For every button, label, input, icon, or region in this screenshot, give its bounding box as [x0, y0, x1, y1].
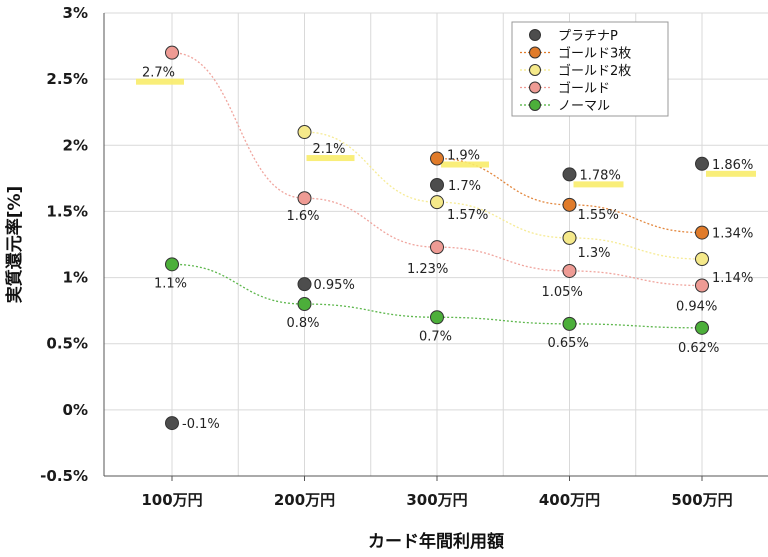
data-point: [165, 45, 179, 60]
data-label: 1.78%: [580, 168, 621, 183]
data-label: 1.7%: [448, 179, 481, 194]
data-point: [297, 125, 312, 140]
y-tick-label: -0.5%: [40, 467, 88, 485]
data-point: [695, 320, 709, 335]
data-labels: -0.1% 0.95% 1.7% 1.78% 1.86% 1.9% 1.55% 1.34% 2.…: [142, 66, 753, 432]
legend-label: プラチナP: [558, 29, 618, 44]
data-point: [695, 156, 709, 171]
legend-label: ゴールド3枚: [558, 46, 631, 62]
data-label: 1.1%: [154, 276, 187, 291]
data-label: 0.65%: [548, 336, 589, 351]
legend-marker: [529, 81, 541, 94]
data-label: 1.05%: [542, 285, 583, 300]
label-highlight: [706, 170, 756, 177]
data-label: 1.9%: [447, 149, 480, 164]
data-point: [562, 263, 577, 278]
data-point: [562, 167, 577, 182]
data-point: [695, 252, 709, 267]
data-point: [562, 230, 577, 245]
data-point: [165, 257, 179, 272]
data-label: 0.7%: [419, 329, 452, 344]
legend-marker: [529, 64, 541, 76]
data-point: [695, 225, 709, 240]
y-tick-label: 1.5%: [46, 202, 88, 220]
data-label: 0.8%: [287, 316, 320, 331]
data-point: [297, 277, 312, 292]
legend-marker: [529, 29, 541, 41]
y-tick-label: 1%: [63, 269, 88, 287]
label-highlight: [441, 161, 489, 168]
y-ticks: -0.5% 0% 0.5% 1% 1.5% 2% 2.5% 3%: [40, 4, 88, 485]
y-tick-label: 3%: [63, 4, 88, 22]
data-label: -0.1%: [182, 417, 220, 432]
data-point: [165, 416, 179, 431]
data-label: 0.62%: [678, 341, 719, 356]
data-label: 1.6%: [287, 209, 320, 224]
label-highlight: [136, 78, 184, 85]
data-point: [430, 151, 444, 166]
data-point: [430, 195, 444, 210]
legend-label: ゴールド2枚: [558, 63, 631, 79]
data-point: [430, 177, 444, 192]
legend-label: ゴールド: [558, 81, 610, 97]
points: [165, 45, 709, 431]
data-label: 0.94%: [676, 300, 717, 315]
data-label: 1.34%: [712, 227, 753, 242]
y-tick-label: 2.5%: [46, 70, 88, 88]
data-point: [430, 240, 444, 255]
trendline: [171, 263, 703, 329]
data-label: 0.95%: [314, 278, 355, 293]
data-point: [430, 310, 444, 325]
highlights: [136, 78, 756, 188]
data-point: [297, 297, 312, 312]
data-label: 1.3%: [578, 246, 611, 261]
data-label: 1.55%: [578, 208, 619, 223]
x-tick-label: 400万円: [539, 491, 600, 509]
y-axis-title: 実質還元率[%]: [4, 186, 25, 304]
data-point: [562, 197, 577, 212]
trendline: [171, 52, 703, 287]
trendlines: [171, 52, 703, 329]
legend-marker: [529, 99, 541, 111]
y-tick-label: 0%: [63, 401, 88, 419]
label-highlight: [306, 155, 355, 162]
y-tick-label: 2%: [63, 136, 88, 154]
data-label: 2.1%: [313, 142, 346, 157]
data-label: 1.14%: [712, 271, 753, 286]
data-label: 1.23%: [407, 262, 448, 277]
data-point: [562, 316, 577, 331]
x-tick-label: 300万円: [406, 491, 467, 509]
x-tick-label: 500万円: [671, 491, 732, 509]
x-tick-label: 200万円: [274, 491, 335, 509]
x-axis-title: カード年間利用額: [368, 531, 504, 552]
data-point: [695, 278, 709, 293]
legend-marker: [529, 46, 541, 59]
data-point: [297, 191, 312, 206]
legend-label: ノーマル: [558, 99, 610, 114]
data-label: 1.86%: [712, 158, 753, 173]
x-ticks: 100万円 200万円 300万円 400万円 500万円: [141, 491, 732, 509]
data-label: 1.57%: [447, 208, 488, 223]
x-tick-label: 100万円: [141, 491, 202, 509]
data-label: 2.7%: [142, 66, 175, 81]
y-tick-label: 0.5%: [46, 335, 88, 353]
label-highlight: [573, 181, 624, 188]
